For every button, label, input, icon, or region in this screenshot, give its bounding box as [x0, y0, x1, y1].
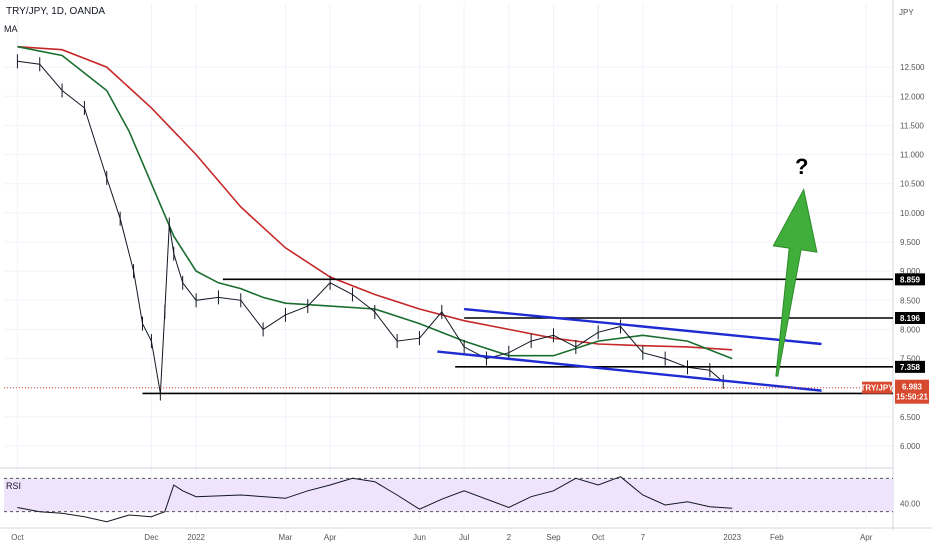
ma-indicator-label[interactable]: MA: [4, 24, 18, 34]
x-tick-label-10: 7: [641, 533, 646, 542]
ema-slow-line-group: [17, 45, 733, 351]
rsi-tick-label: 40.00: [900, 499, 921, 508]
y-tick-label-1: 6.500: [900, 413, 921, 422]
x-tick-label-0: Oct: [11, 533, 24, 542]
currency-unit: JPY: [899, 8, 914, 17]
x-tick-label-3: Mar: [279, 533, 293, 542]
x-tick-label-13: Apr: [860, 533, 873, 542]
ema-slow-line: [17, 45, 733, 351]
ema-fast-line: [17, 45, 733, 360]
y-tick-label-5: 8.500: [900, 296, 921, 305]
y-tick-label-12: 12.000: [900, 92, 925, 101]
up-arrow: [772, 188, 818, 377]
question-annotation: ?: [795, 154, 809, 179]
y-tick-label-9: 10.500: [900, 180, 925, 189]
x-tick-label-6: Jul: [459, 533, 469, 542]
x-tick-label-9: Oct: [592, 533, 605, 542]
level-tag-0: [895, 273, 925, 286]
level-tag-2: [895, 360, 925, 373]
levels-group: [142, 278, 893, 395]
symbol-tag-label: TRY/JPY: [860, 384, 894, 393]
last-price-tag: [895, 379, 929, 404]
symbol-tag: [862, 381, 892, 394]
x-tick-label-12: Feb: [770, 533, 784, 542]
last-price-countdown: 15:50:21: [896, 393, 929, 402]
y-tick-label-7: 9.500: [900, 238, 921, 247]
y-tick-label-6: 9.000: [900, 267, 921, 276]
y-tick-label-3: 7.500: [900, 355, 921, 364]
y-tick-label-0: 6.000: [900, 442, 921, 451]
x-tick-label-5: Jun: [413, 533, 426, 542]
price-panel-grid: [0, 0, 932, 530]
x-tick-label-8: Sep: [546, 533, 561, 542]
x-tick-label-7: 2: [507, 533, 512, 542]
level-tag-label-1: 8.196: [900, 314, 921, 323]
x-tick-label-11: 2023: [723, 533, 741, 542]
y-axis-group: 40.006.0006.5007.0007.5008.0008.5009.000…: [900, 63, 925, 508]
arrow-group: [772, 188, 818, 377]
channel-lower-line: [437, 350, 822, 392]
rsi-line: [17, 476, 733, 523]
x-axis-group: Oct Dec 2022 Mar Apr Jun Jul 2 Sep Oct 7 2023 Feb Apr: [11, 533, 873, 542]
x-tick-label-1: Dec: [144, 533, 158, 542]
y-tick-label-8: 10.000: [900, 209, 925, 218]
channel-group: [437, 307, 822, 392]
ema-fast-line-group: [17, 45, 733, 360]
y-tick-label-11: 11.500: [900, 121, 924, 130]
channel-upper-line: [464, 307, 822, 346]
level-tag-label-2: 7.358: [900, 363, 921, 372]
x-tick-label-2: 2022: [187, 533, 205, 542]
y-tick-label-4: 8.000: [900, 325, 921, 334]
last-price-value: 6.983: [902, 383, 923, 392]
rsi-band-group: [4, 477, 893, 513]
y-tick-label-13: 12.500: [900, 63, 925, 72]
rsi-indicator-label[interactable]: RSI: [6, 481, 22, 491]
y-tick-label-10: 11.000: [900, 151, 924, 160]
chart-title: TRY/JPY, 1D, OANDA: [6, 6, 106, 17]
level-tag-1: [895, 312, 925, 325]
level-tag-label-0: 8.859: [900, 275, 921, 284]
price-line: [17, 60, 724, 394]
x-tick-label-4: Apr: [324, 533, 337, 542]
rsi-line-group: [17, 476, 733, 523]
rsi-band: [4, 478, 893, 512]
price-line-group: [16, 54, 724, 401]
